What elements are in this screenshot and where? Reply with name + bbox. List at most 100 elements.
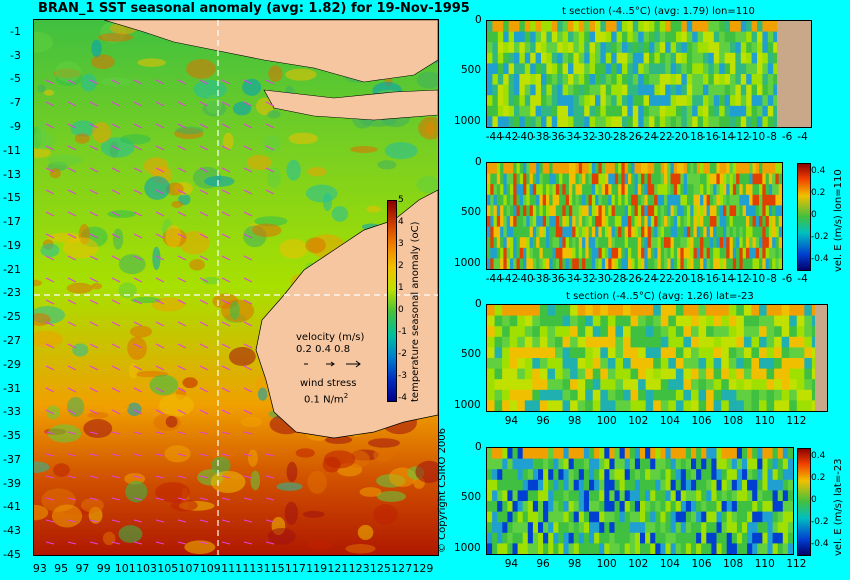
- section-cell: [570, 336, 579, 348]
- wind-arrow: [45, 101, 55, 107]
- section-cell: [490, 237, 495, 249]
- section-cell: [591, 184, 596, 196]
- wind-arrow: [199, 519, 209, 523]
- section-cell: [645, 501, 651, 513]
- section-cell: [604, 543, 610, 554]
- map-colorbar: [387, 200, 397, 402]
- section-cell: [573, 469, 580, 481]
- wind-arrow: [199, 211, 209, 217]
- section-cell: [745, 205, 750, 217]
- section-cell: [647, 247, 652, 259]
- panel-colorbar-tick: 0.2: [811, 188, 826, 198]
- section-cell: [523, 258, 527, 269]
- section-cell: [766, 400, 775, 411]
- section-cell: [691, 368, 700, 380]
- section-cell: [496, 194, 501, 206]
- panel-y-tick: 1000: [454, 398, 481, 411]
- section-panel-4[interactable]: [487, 448, 793, 554]
- section-cell: [524, 358, 533, 370]
- section-cell: [686, 184, 691, 196]
- section-cell: [762, 84, 769, 96]
- section-cell: [751, 347, 760, 359]
- section-cell: [509, 305, 518, 317]
- section-cell: [673, 258, 678, 269]
- wind-arrow: [133, 519, 143, 523]
- section-cell: [519, 184, 524, 196]
- section-cell: [654, 52, 661, 64]
- wind-stress-arrows: [45, 79, 275, 545]
- section-cell: [558, 543, 564, 554]
- section-cell: [762, 163, 767, 175]
- section-cell: [570, 358, 579, 370]
- section-cell: [804, 336, 813, 348]
- section-panel-2[interactable]: [487, 163, 782, 269]
- wind-arrow: [89, 387, 99, 393]
- section-cell: [645, 326, 654, 338]
- section-cell: [762, 74, 769, 86]
- anomaly-blob: [228, 346, 256, 367]
- section-cell: [524, 52, 531, 64]
- panel-colorbar-tick: 0: [811, 210, 817, 220]
- section-panel-3[interactable]: [487, 305, 827, 411]
- section-cell: [680, 458, 687, 470]
- section-cell: [745, 216, 750, 228]
- velocity-legend-scale: 0.2 0.4 0.8: [296, 344, 351, 355]
- section-cell: [660, 315, 669, 327]
- wind-arrow: [45, 321, 55, 327]
- section-cell: [539, 326, 548, 338]
- section-cell: [605, 84, 612, 96]
- section-cell: [542, 237, 547, 249]
- section-cell: [588, 184, 593, 196]
- section-cell: [487, 479, 493, 491]
- section-cell: [535, 21, 542, 33]
- map-y-tick: -33: [3, 405, 21, 419]
- section-cell: [532, 173, 537, 185]
- section-cell: [591, 258, 596, 269]
- section-cell: [502, 448, 508, 460]
- panel-x-tick: -28: [609, 273, 627, 285]
- section-cell: [562, 116, 569, 127]
- section-cell: [578, 479, 585, 491]
- section-cell: [653, 358, 662, 370]
- section-cell: [519, 21, 526, 33]
- section-cell: [696, 237, 701, 249]
- section-cell: [578, 469, 585, 481]
- section-cell: [680, 511, 687, 523]
- section-cell: [506, 163, 511, 175]
- section-cell: [619, 448, 626, 460]
- section-cell: [624, 501, 631, 513]
- section-cell: [789, 368, 798, 380]
- section-cell: [773, 63, 780, 75]
- section-cell: [706, 379, 715, 391]
- section-cell: [605, 52, 612, 64]
- section-cell: [782, 448, 789, 460]
- section-panel-1[interactable]: [487, 21, 811, 127]
- panel-x-tick: 98: [567, 415, 582, 427]
- section-cell: [655, 458, 661, 470]
- section-cell: [752, 501, 758, 513]
- section-cell: [736, 479, 743, 491]
- section-cell: [546, 194, 550, 206]
- section-cell: [706, 326, 715, 338]
- section-cell: [701, 522, 707, 534]
- section-cell: [530, 105, 537, 117]
- wind-arrow: [265, 79, 275, 85]
- section-cell: [706, 315, 715, 327]
- section-cell: [643, 95, 650, 107]
- section-cell: [630, 336, 639, 348]
- section-cell: [685, 469, 692, 481]
- section-cell: [680, 258, 685, 269]
- panel3-title: t section (-4..5°C) (avg: 1.26) lat=-23: [566, 291, 754, 302]
- map-x-tick: 107: [178, 562, 200, 575]
- section-cell: [660, 448, 666, 460]
- panel-y-tick: 500: [461, 491, 482, 504]
- section-cell: [680, 216, 685, 228]
- sst-anomaly-map[interactable]: 5 4 3 2 1 0 -1 -2 -3 -4 temperature seasonal anom…: [34, 20, 438, 555]
- section-cell: [747, 490, 753, 502]
- wind-arrow: [243, 277, 253, 283]
- section-cell: [598, 205, 603, 217]
- section-cell: [660, 205, 665, 217]
- section-cell: [627, 163, 632, 175]
- section-cell: [605, 116, 612, 127]
- section-cell: [630, 358, 639, 370]
